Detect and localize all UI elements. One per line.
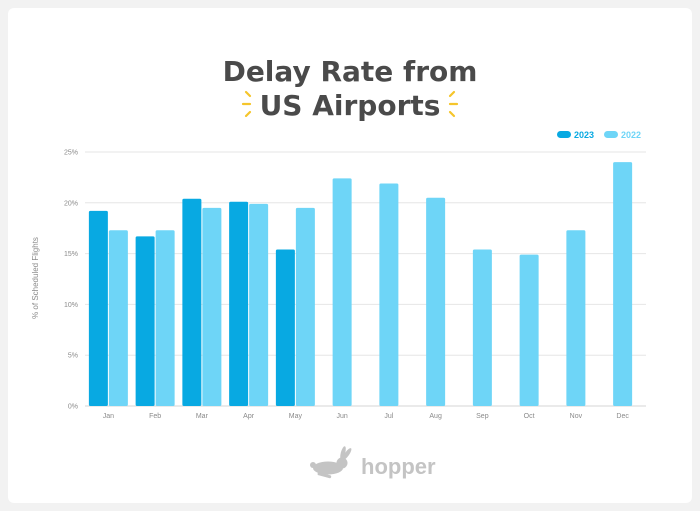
bar-2022-dec: [613, 162, 633, 406]
bar-2022-oct: [519, 254, 539, 406]
y-tick-label: 25%: [64, 150, 78, 157]
legend-label-2022: 2022: [621, 130, 641, 140]
bunny-icon: [310, 446, 352, 479]
legend: 2023 2022: [557, 130, 641, 140]
bar-2022-jun: [332, 178, 352, 406]
legend-swatch-2023: [557, 131, 571, 138]
x-tick-label: Jan: [103, 413, 114, 420]
chart-title-line1: Delay Rate from: [223, 55, 478, 88]
tick-labels: 0% 5% 10% 15% 20% 25% Jan Feb Mar Apr May Jun Jul Aug…: [64, 150, 629, 421]
bars: [88, 162, 633, 406]
bar-2022-jan: [108, 230, 128, 406]
x-tick-label: Aug: [429, 413, 442, 420]
bar-2022-jul: [379, 183, 399, 406]
legend-swatch-2022: [604, 131, 618, 138]
y-axis-label: % of Scheduled Flights: [31, 237, 40, 319]
x-tick-label: Nov: [570, 413, 583, 420]
bar-2022-nov: [566, 230, 586, 406]
x-tick-label: Feb: [149, 413, 161, 420]
bar-2022-mar: [202, 207, 222, 406]
bar-2022-sep: [472, 249, 492, 406]
x-tick-label: Jun: [336, 413, 347, 420]
x-tick-label: Dec: [616, 413, 629, 420]
bar-2023-may: [275, 249, 295, 406]
bar-2023-apr: [229, 201, 249, 406]
y-tick-label: 10%: [64, 302, 78, 309]
x-tick-label: Mar: [196, 413, 209, 420]
bar-2023-jan: [88, 210, 108, 406]
y-tick-label: 20%: [64, 200, 78, 207]
y-tick-label: 5%: [68, 353, 78, 360]
legend-label-2023: 2023: [574, 130, 594, 140]
bar-2022-may: [295, 207, 315, 406]
sparkle-left-icon: [241, 90, 252, 118]
x-tick-label: Apr: [243, 413, 255, 420]
x-tick-label: Sep: [476, 413, 489, 420]
y-tick-label: 15%: [64, 251, 78, 258]
y-tick-label: 0%: [68, 404, 78, 411]
hopper-wordmark: hopper: [361, 454, 436, 479]
bar-2023-feb: [135, 236, 155, 406]
bar-2022-aug: [426, 197, 446, 406]
bar-2022-feb: [155, 230, 175, 406]
chart-title-line2: US Airports: [260, 89, 441, 122]
hopper-logo: hopper: [310, 446, 436, 479]
x-tick-label: May: [289, 413, 303, 420]
gridlines: [85, 151, 646, 407]
bar-2023-mar: [182, 198, 202, 406]
bar-2022-apr: [249, 203, 269, 406]
x-tick-label: Oct: [524, 413, 535, 420]
sparkle-right-icon: [448, 90, 459, 118]
x-tick-label: Jul: [384, 413, 393, 420]
